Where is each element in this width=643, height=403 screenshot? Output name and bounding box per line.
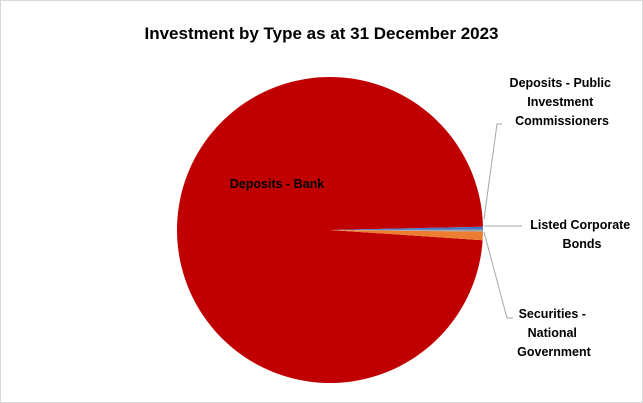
data-label-deposits-pic: Deposits - Public Investment Commissione… [510,76,615,128]
leader-lines [483,123,522,319]
pie-slice-deposits-bank [177,76,483,383]
leader-line-securities-national-government [483,231,513,319]
pie-slices [177,76,483,383]
pie-slice-deposits-pic [330,226,483,230]
data-label-securities-national-government: Securities - National Government [517,307,591,359]
data-label-listed-corporate-bonds: Listed Corporate Bonds [530,218,634,251]
data-label-deposits-bank: Deposits - Bank [230,177,325,191]
chart-title: Investment by Type as at 31 December 202… [144,24,499,43]
pie-slice-listed-corporate-bonds [330,229,483,232]
pie-slice-securities-national-government [330,230,483,241]
leader-line-deposits-pic [483,123,502,220]
